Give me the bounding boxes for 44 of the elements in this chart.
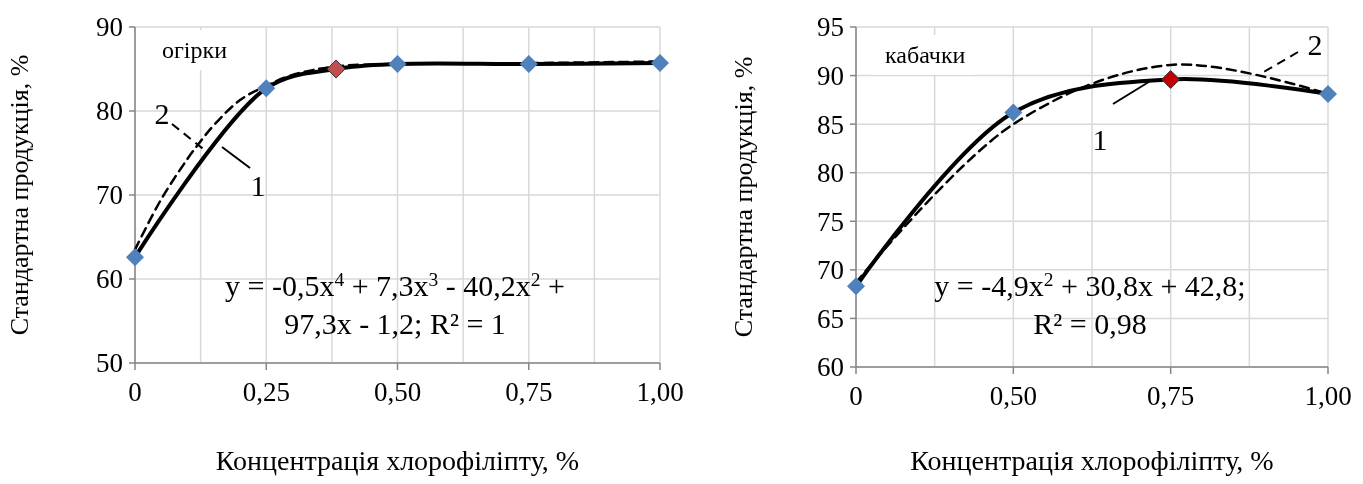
point (1161, 69, 1181, 89)
annotation: огірки (162, 37, 228, 63)
y-axis-title: Стандартна продукція, % (729, 56, 758, 338)
y-tick-label: 95 (817, 12, 844, 43)
x-tick-label: 0,50 (989, 381, 1037, 411)
x-tick-label: 0,75 (505, 377, 553, 407)
y-tick-label: 65 (817, 303, 844, 334)
legend-label: 1 (250, 169, 266, 202)
x-tick-label: 0 (128, 377, 142, 407)
point (847, 277, 865, 296)
x-tick-label: 0 (849, 381, 863, 411)
point (1004, 103, 1023, 122)
y-tick-label: 90 (817, 61, 844, 92)
y-tick-label: 90 (96, 12, 123, 43)
y-tick-label: 60 (96, 264, 123, 295)
x-tick-label: 0,25 (242, 377, 290, 407)
y-axis-title: Стандартна продукція, % (5, 54, 34, 336)
y-tick-label: 85 (817, 109, 844, 140)
y-tick-label: 60 (817, 352, 844, 383)
series-label: 2 (154, 97, 170, 130)
point (326, 59, 346, 79)
y-tick-label: 70 (817, 255, 844, 286)
legend-label: 2 (1307, 28, 1323, 61)
x-axis-title: Концентрація хлорофіліпту, % (910, 445, 1274, 476)
text: y = -0,5x$^{4}$ + 7,3x$^{3}$ - 40,2x$^{2}$ + 97,3x - 1,2; R² = 1 (224, 268, 566, 340)
point (388, 54, 407, 73)
point (257, 79, 276, 98)
y-tick-label: 50 (96, 348, 123, 379)
point (1319, 85, 1337, 104)
x-axis-title: Концентрація хлорофіліпту, % (215, 445, 580, 476)
y-tick-label: 80 (96, 96, 123, 127)
y-tick-label: 70 (96, 180, 123, 211)
point (126, 248, 144, 267)
x-tick-label: 0,50 (373, 377, 422, 407)
x-tick-label: 1,00 (1304, 381, 1352, 411)
series-label: 1 (1092, 123, 1108, 156)
y-tick-label: 75 (817, 206, 844, 237)
annotation: кабачки (885, 42, 966, 68)
point (519, 54, 538, 73)
x-tick-label: 1,00 (636, 377, 684, 407)
x-tick-label: 0,75 (1147, 381, 1195, 411)
point (651, 54, 669, 73)
annotation: y = -4,9x$^{2}$ + 30,8x + 42,8; R² = 0,98 (934, 268, 1246, 340)
y-tick-label: 80 (817, 158, 844, 189)
